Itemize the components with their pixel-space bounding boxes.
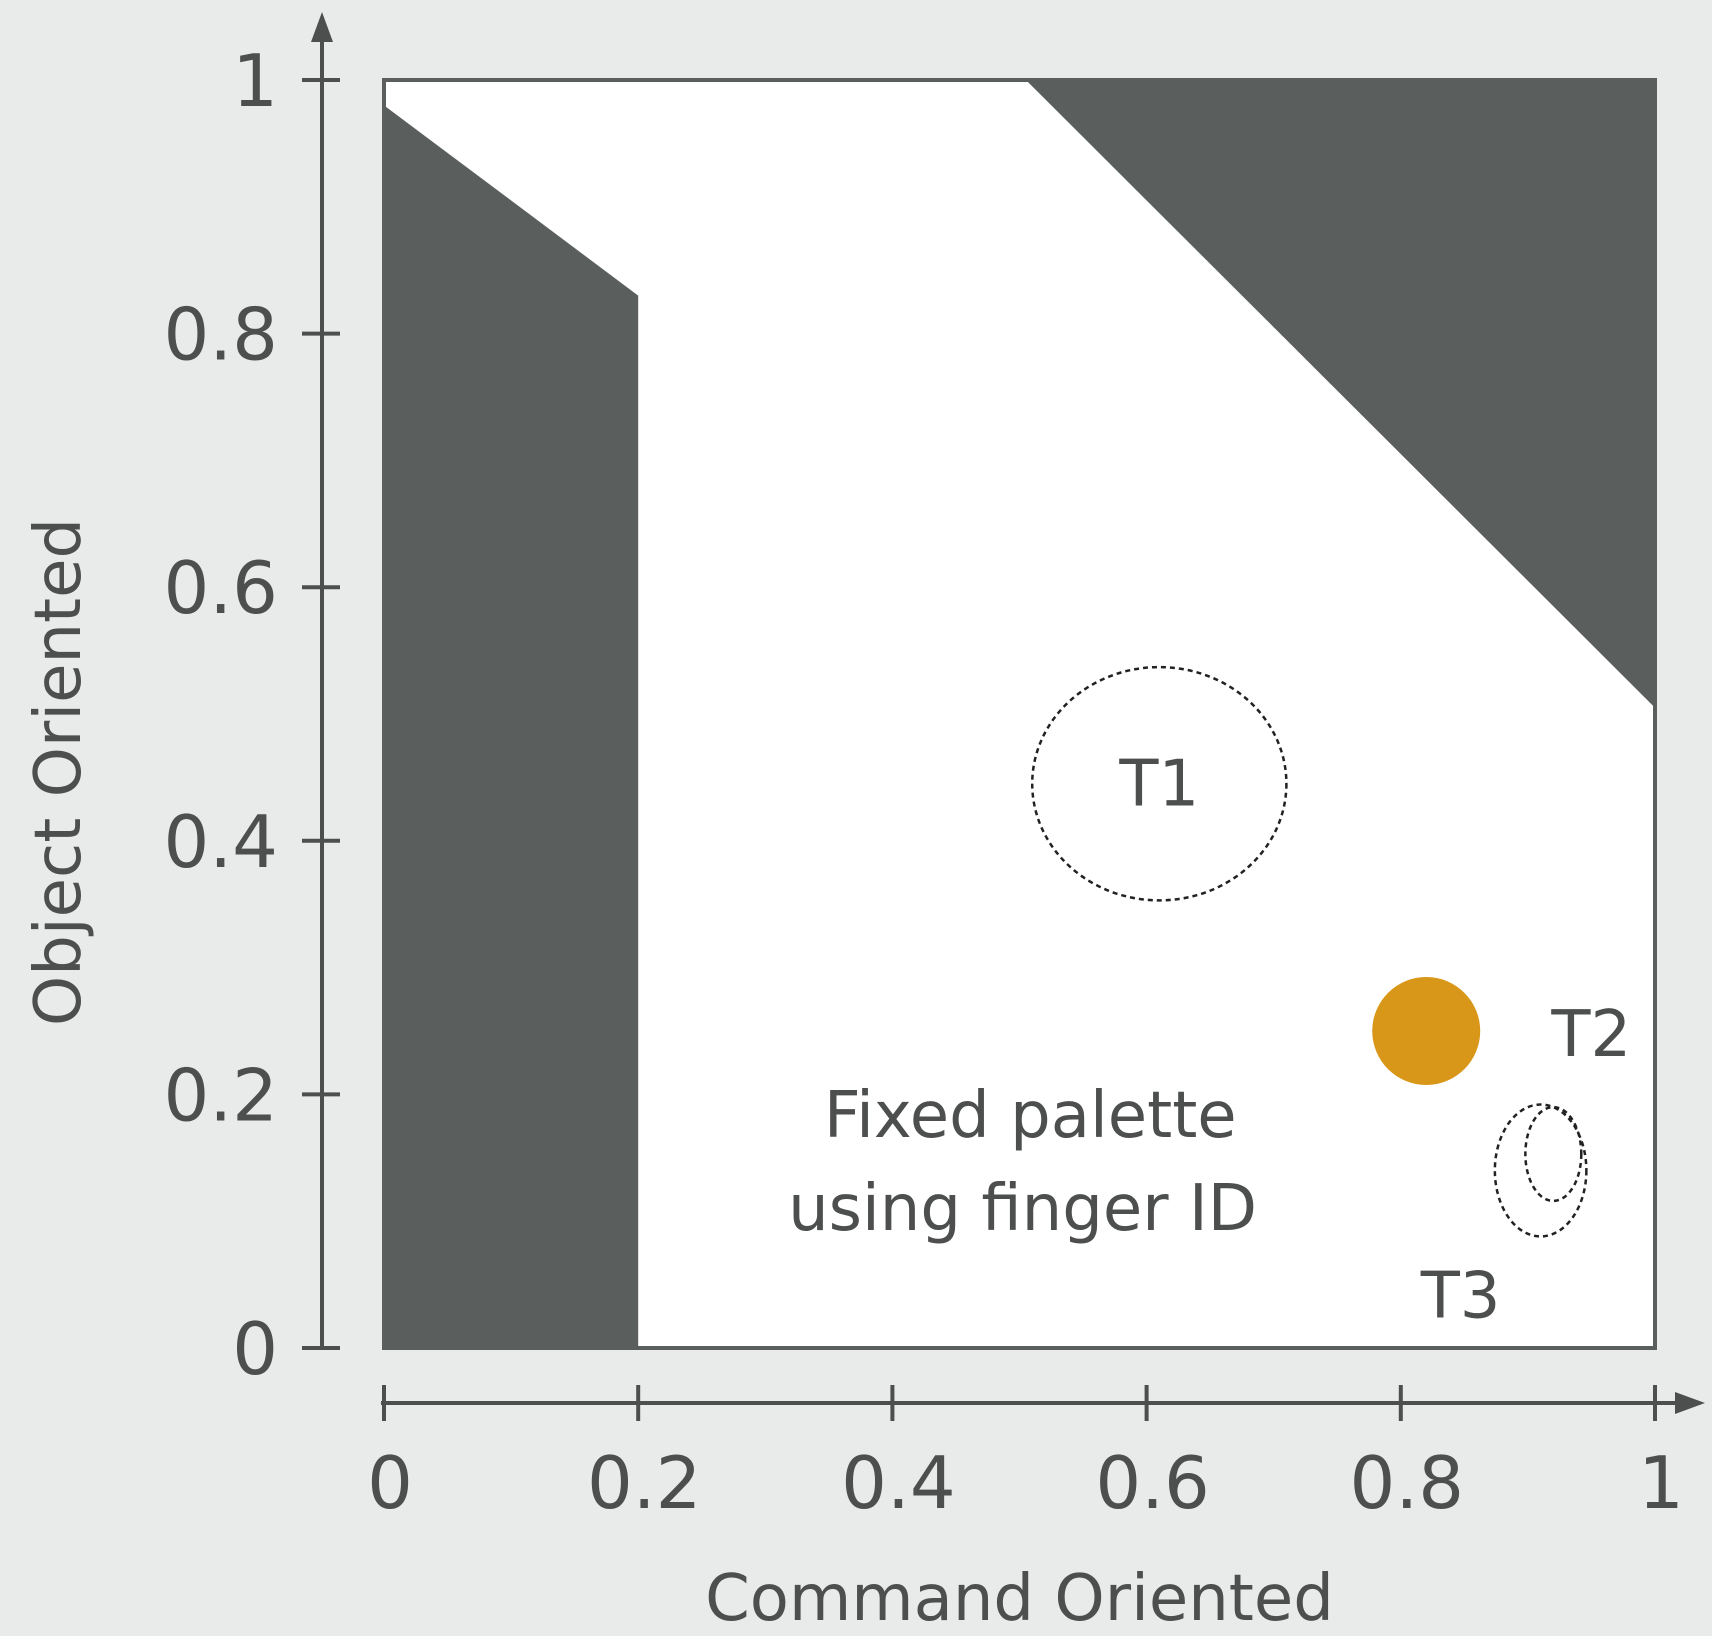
top-right-excluded-region — [1025, 80, 1655, 708]
x-axis-label: Command Oriented — [705, 1562, 1334, 1636]
x-tick-label: 0.2 — [587, 1441, 702, 1525]
y-tick-label: 0.2 — [163, 1053, 278, 1137]
plot-border — [382, 78, 1657, 1350]
region-t3-label: T3 — [1420, 1259, 1501, 1333]
region-t2-label: T2 — [1550, 998, 1631, 1072]
x-axis-arrow-icon — [1675, 1392, 1705, 1414]
region-t1-outline — [1030, 665, 1288, 902]
y-tick-label: 0 — [232, 1307, 278, 1391]
threshold-regions: T1 T2 T3 — [1030, 665, 1631, 1333]
x-tick-label: 1 — [1638, 1441, 1684, 1525]
region-t3-outline — [1493, 1103, 1588, 1238]
y-tick-label: 0.8 — [163, 293, 278, 377]
y-tick-label: 1 — [232, 39, 278, 123]
annotation-line-2: using finger ID — [788, 1172, 1257, 1246]
left-excluded-region — [384, 105, 639, 1348]
fixed-palette-marker — [1372, 977, 1481, 1085]
x-tick-label: 0.6 — [1095, 1441, 1210, 1525]
x-tick-label: 0 — [367, 1441, 413, 1525]
x-tick-label: 0.8 — [1350, 1441, 1465, 1525]
annotation-line-1: Fixed palette — [824, 1079, 1237, 1153]
shaded-regions — [384, 80, 1655, 1348]
y-tick-label: 0.4 — [163, 800, 278, 884]
x-tick-label: 0.4 — [841, 1441, 956, 1525]
fixed-palette-annotation: Fixed palette using finger ID — [788, 1079, 1257, 1246]
y-tick-label: 0.6 — [163, 546, 278, 630]
y-axis-label: Object Oriented — [22, 518, 96, 1026]
region-t2-outline — [1524, 1105, 1583, 1203]
data-points — [1372, 977, 1481, 1085]
y-axis-arrow-icon — [311, 12, 333, 42]
region-t1-label: T1 — [1118, 748, 1199, 822]
axes: 0 0.2 0.4 0.6 0.8 1 0 0.2 0.4 0.6 0.8 1 — [163, 12, 1705, 1525]
